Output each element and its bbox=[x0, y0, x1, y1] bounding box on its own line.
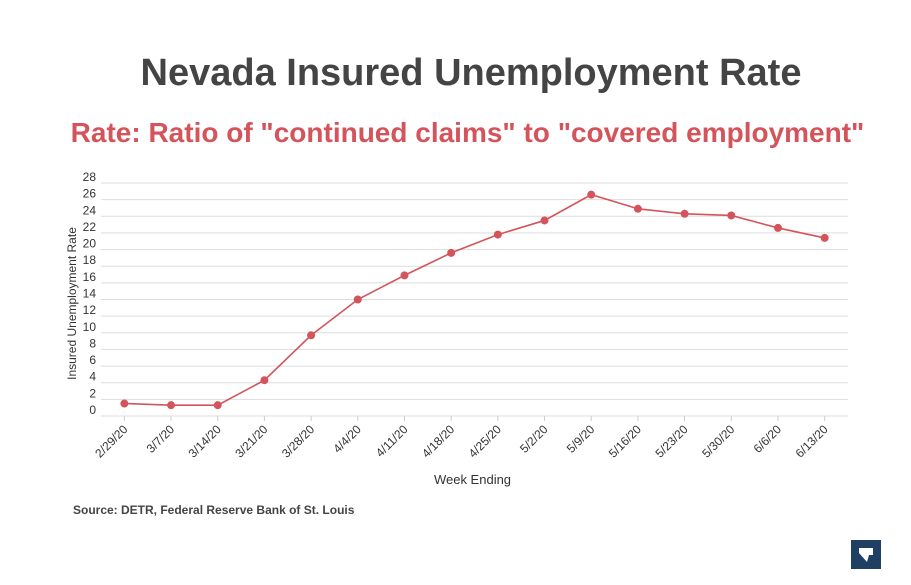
data-point bbox=[727, 211, 736, 220]
y-tick-label: 14 bbox=[83, 287, 97, 301]
y-tick-label: 24 bbox=[83, 203, 97, 217]
series-line bbox=[124, 193, 825, 406]
data-point bbox=[307, 331, 316, 340]
data-point bbox=[120, 399, 129, 408]
x-tick-label: 6/6/20 bbox=[751, 422, 785, 456]
chart-title: Nevada Insured Unemployment Rate bbox=[140, 52, 802, 94]
y-tick-label: 2 bbox=[89, 386, 96, 400]
x-tick-label: 3/14/20 bbox=[186, 422, 224, 460]
y-tick-label: 20 bbox=[83, 237, 97, 251]
y-tick-label: 28 bbox=[83, 170, 97, 184]
nevada-state-icon bbox=[859, 548, 873, 562]
x-tick-label: 6/13/20 bbox=[793, 422, 831, 460]
data-point bbox=[353, 295, 362, 304]
y-tick-label: 12 bbox=[83, 303, 97, 317]
x-tick-label: 3/28/20 bbox=[279, 422, 317, 460]
x-tick-label: 4/4/20 bbox=[330, 422, 364, 456]
y-tick-label: 18 bbox=[83, 253, 97, 267]
data-point bbox=[260, 376, 269, 385]
y-tick-label: 22 bbox=[83, 220, 97, 234]
source-note: Source: DETR, Federal Reserve Bank of St… bbox=[73, 503, 355, 517]
x-tick-label: 4/25/20 bbox=[466, 422, 504, 460]
x-tick-label: 3/7/20 bbox=[144, 422, 178, 456]
y-tick-label: 6 bbox=[89, 353, 96, 367]
x-tick-label: 3/21/20 bbox=[232, 422, 270, 460]
y-tick-label: 8 bbox=[89, 336, 96, 350]
data-point bbox=[587, 190, 596, 199]
data-point bbox=[540, 216, 549, 225]
data-point bbox=[680, 209, 689, 218]
y-tick-label: 26 bbox=[83, 187, 97, 201]
x-tick-label: 5/2/20 bbox=[517, 422, 551, 456]
nevada-logo bbox=[851, 540, 881, 569]
y-tick-label: 10 bbox=[83, 320, 97, 334]
data-point bbox=[633, 204, 642, 213]
x-tick-label: 5/9/20 bbox=[564, 422, 598, 456]
x-tick-label: 5/30/20 bbox=[699, 422, 737, 460]
x-tick-label: 2/29/20 bbox=[92, 422, 130, 460]
x-axis-title: Week Ending bbox=[434, 472, 511, 487]
data-point bbox=[447, 248, 456, 257]
data-point bbox=[167, 401, 176, 410]
y-axis-title: Insured Unemployment Rate bbox=[65, 227, 79, 380]
data-point bbox=[773, 223, 782, 232]
x-tick-label: 4/18/20 bbox=[419, 422, 457, 460]
data-point bbox=[400, 271, 409, 280]
y-tick-label: 4 bbox=[89, 370, 96, 384]
chart-subtitle: Rate: Ratio of "continued claims" to "co… bbox=[70, 117, 865, 148]
x-tick-label: 4/11/20 bbox=[373, 422, 411, 460]
y-tick-label: 0 bbox=[89, 403, 96, 417]
y-tick-label: 16 bbox=[83, 270, 97, 284]
x-tick-label: 5/16/20 bbox=[606, 422, 644, 460]
x-tick-label: 5/23/20 bbox=[652, 422, 690, 460]
data-point bbox=[493, 230, 502, 239]
data-point bbox=[213, 401, 222, 410]
data-point bbox=[820, 233, 829, 242]
